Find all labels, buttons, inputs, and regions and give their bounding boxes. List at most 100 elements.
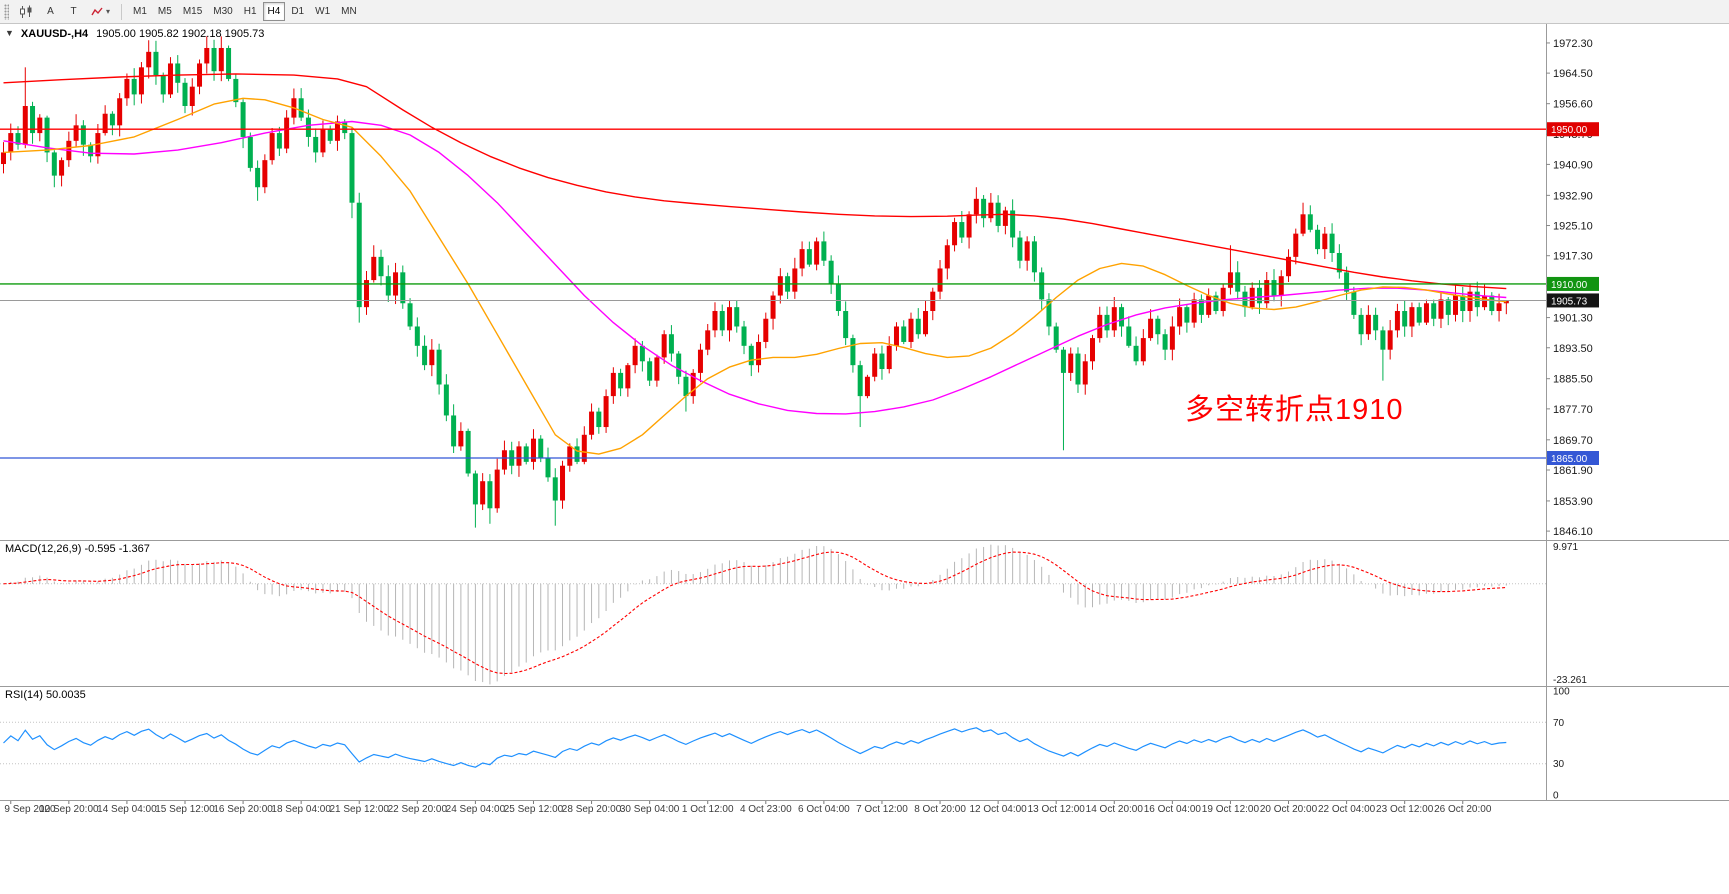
candle-body: [218, 47, 224, 72]
candle-body: [1133, 345, 1139, 362]
rsi-line: [3, 727, 1507, 768]
candle-body: [748, 345, 754, 366]
rsi-axis[interactable]: 100 70 30 0: [1553, 687, 1570, 802]
candle-body: [930, 291, 936, 312]
svg-text:1972.30: 1972.30: [1553, 38, 1593, 50]
chart-type-button[interactable]: [14, 2, 38, 21]
candle-body: [981, 198, 987, 219]
candle-body: [835, 283, 841, 312]
candle-body: [1402, 311, 1408, 327]
candle-body: [792, 268, 798, 292]
candle-body: [1344, 272, 1350, 292]
candle-body: [676, 353, 682, 377]
candle-body: [334, 121, 340, 141]
candle-body: [1213, 295, 1219, 312]
timeframe-button-m5[interactable]: M5: [153, 2, 177, 21]
candle-body: [284, 117, 290, 149]
hline-1950[interactable]: 1950.00: [0, 122, 1599, 137]
candle-body: [385, 276, 391, 296]
macd-axis[interactable]: 9.971 -23.261: [1553, 542, 1587, 686]
candle-body: [1358, 314, 1364, 335]
candlestick-chart-icon: [20, 5, 32, 18]
candle-body: [1155, 318, 1161, 335]
svg-text:24 Sep 04:00: 24 Sep 04:00: [446, 804, 506, 815]
candle-body: [610, 372, 616, 397]
svg-text:14 Sep 04:00: 14 Sep 04:00: [97, 804, 157, 815]
indicators-dropdown-button[interactable]: ▾: [86, 2, 115, 21]
svg-text:28 Sep 20:00: 28 Sep 20:00: [562, 804, 622, 815]
svg-text:8 Oct 20:00: 8 Oct 20:00: [914, 804, 966, 815]
candle-body: [973, 198, 979, 215]
timeframe-button-h1[interactable]: H1: [239, 2, 262, 21]
timeframe-button-w1[interactable]: W1: [310, 2, 335, 21]
candle-body: [1322, 233, 1328, 250]
candle-body: [37, 117, 43, 134]
svg-text:1940.90: 1940.90: [1553, 159, 1593, 171]
candle-body: [327, 129, 333, 141]
timeframe-button-d1[interactable]: D1: [286, 2, 309, 21]
candle-body: [15, 133, 21, 145]
candle-body: [908, 318, 914, 342]
svg-text:70: 70: [1553, 718, 1565, 729]
candle-body: [189, 86, 195, 107]
timeframe-button-h4[interactable]: H4: [262, 2, 286, 21]
candle-body: [8, 133, 14, 153]
symbol-period-label: XAUUSD-,H4: [20, 28, 89, 40]
svg-text:14 Oct 20:00: 14 Oct 20:00: [1086, 804, 1144, 815]
candle-body: [1104, 314, 1110, 331]
candle-body: [80, 125, 86, 145]
svg-text:22 Oct 04:00: 22 Oct 04:00: [1318, 804, 1376, 815]
toolbar-grip[interactable]: [4, 3, 9, 20]
candle-body: [516, 446, 522, 466]
timeframe-button-m15[interactable]: M15: [178, 2, 207, 21]
hline-1910[interactable]: 1910.00: [0, 276, 1599, 291]
svg-text:1925.10: 1925.10: [1553, 221, 1593, 233]
candle-body: [1293, 233, 1299, 257]
hline-1865[interactable]: 1865.00: [0, 450, 1599, 465]
candle-body: [1140, 338, 1146, 362]
candle-body: [1489, 295, 1495, 312]
candle-body: [1445, 299, 1451, 315]
timeframe-button-m30[interactable]: M30: [208, 2, 237, 21]
arrow-tool-button[interactable]: A: [40, 2, 61, 21]
candle-body: [1039, 272, 1045, 300]
candle-body: [770, 295, 776, 319]
candle-body: [88, 144, 94, 157]
svg-text:1853.90: 1853.90: [1553, 496, 1593, 508]
text-tool-button[interactable]: T: [63, 2, 84, 21]
candle-body: [364, 280, 369, 308]
candle-body: [429, 349, 435, 366]
candle-body: [465, 430, 471, 474]
timeframe-button-m1[interactable]: M1: [128, 2, 152, 21]
svg-text:1893.50: 1893.50: [1553, 343, 1593, 355]
candle-body: [734, 307, 740, 327]
candle-body: [661, 334, 667, 358]
candle-body: [204, 47, 210, 64]
svg-text:30: 30: [1553, 759, 1565, 770]
timeframe-button-mn[interactable]: MN: [336, 2, 362, 21]
candle-body: [567, 446, 573, 466]
candle-body: [1351, 291, 1357, 315]
svg-text:1932.90: 1932.90: [1553, 190, 1593, 202]
candle-body: [400, 272, 406, 304]
svg-text:1956.60: 1956.60: [1553, 99, 1593, 111]
candle-body: [1264, 280, 1270, 304]
candle-body: [371, 256, 377, 281]
one-click-collapse-icon[interactable]: ▼: [5, 28, 14, 38]
candle-body: [211, 47, 217, 72]
ma-lines: [3, 73, 1507, 455]
candle-body: [864, 376, 870, 397]
candle-body: [160, 75, 166, 95]
candle-body: [1409, 307, 1415, 327]
svg-text:15 Sep 12:00: 15 Sep 12:00: [155, 804, 215, 815]
price-axis[interactable]: 1972.301964.501956.601948.701940.901932.…: [1546, 38, 1593, 538]
toolbar: A T ▾ M1 M5 M15 M30 H1 H4 D1 W1 MN: [0, 0, 1729, 24]
candle-body: [806, 249, 812, 265]
candle-body: [117, 98, 123, 126]
candle-body: [574, 446, 580, 462]
candle-body: [305, 117, 311, 137]
candle-body: [255, 167, 261, 188]
candle-body: [226, 47, 232, 79]
